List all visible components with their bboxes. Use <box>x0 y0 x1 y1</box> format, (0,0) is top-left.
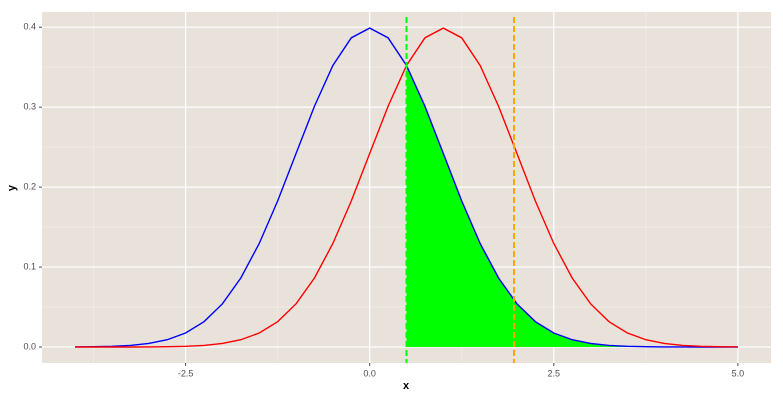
x-tick-label: 2.5 <box>548 368 561 378</box>
y-tick-label: 0.0 <box>23 341 36 351</box>
x-axis-label: x <box>403 380 410 392</box>
x-tick-label: -2.5 <box>178 368 194 378</box>
shaded-area <box>406 65 738 348</box>
x-tick-label: 0.0 <box>363 368 376 378</box>
x-tick-label: 5.0 <box>732 368 745 378</box>
y-tick-label: 0.4 <box>23 22 36 32</box>
y-tick-label: 0.2 <box>23 181 36 191</box>
y-axis-label: y <box>6 184 18 191</box>
y-tick-label: 0.1 <box>23 261 36 271</box>
y-tick-label: 0.3 <box>23 102 36 112</box>
